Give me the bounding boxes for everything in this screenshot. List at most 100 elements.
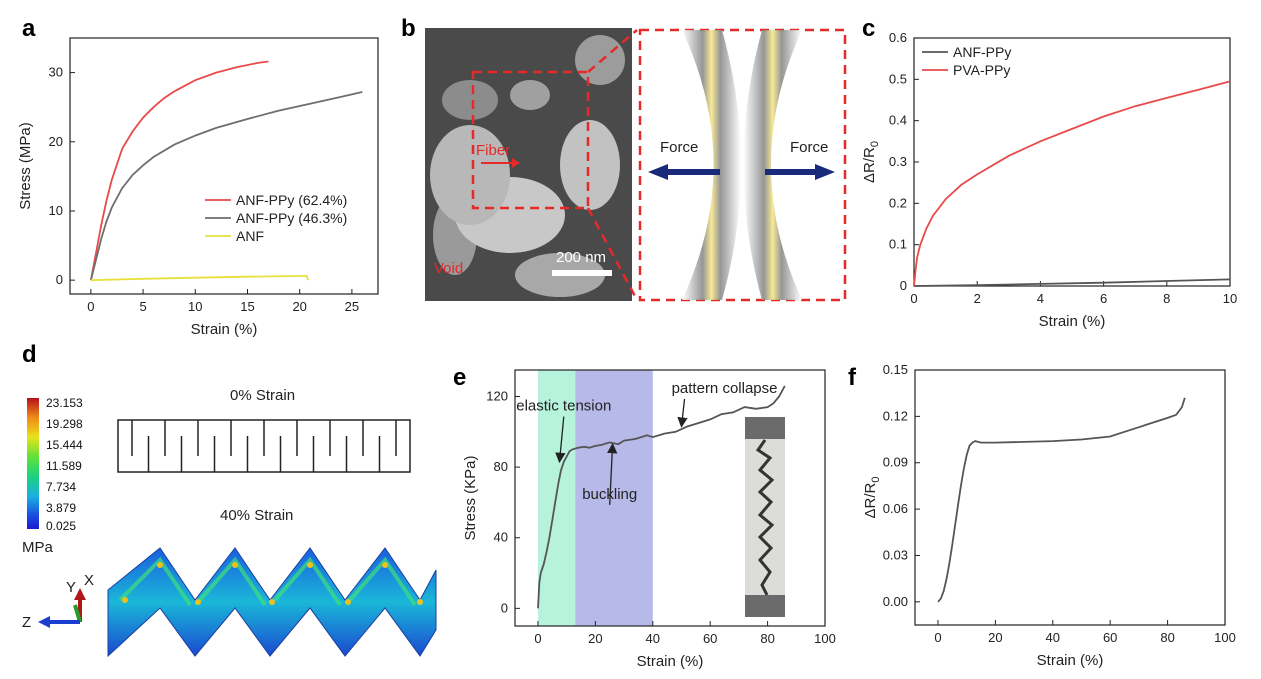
force-right-label: Force [790,139,828,156]
y-tick-label: 20 [49,134,63,149]
chart-c-resistance: 0 2 4 6 8 10 0 0.1 0.2 0.3 0.4 0.5 0.6 Strain (%) ΔR/R… [861,30,1237,330]
y-tick-label: 10 [49,203,63,218]
x-tick-label: 40 [646,631,660,646]
panel-label-d: d [22,341,37,368]
x-tick-label: 4 [1037,291,1044,306]
x-axis-label: Strain (%) [637,653,704,670]
panel-b-sem-image: Fiber Void 200 nm [425,28,639,301]
x-tick-label: 0 [934,630,941,645]
colorbar-label-3: 11.589 [46,459,82,473]
y-tick-label: 0.2 [889,195,907,210]
legend-label-0: ANF-PPy [953,44,1011,60]
colorbar-label-2: 15.444 [46,438,83,452]
x-tick-label: 10 [1223,291,1237,306]
y-tick-label: 30 [49,65,63,80]
x-tick-label: 0 [910,291,917,306]
scale-bar [552,270,612,276]
y-tick-label: 0.3 [889,154,907,169]
annotation-2: pattern collapse [672,380,778,397]
panel-label-f: f [848,364,857,391]
strain-0-title: 0% Strain [230,387,295,404]
colorbar [27,398,39,529]
series-line-1 [90,91,363,281]
panel-label-b: b [401,15,416,42]
legend-label-2: ANF [236,228,264,244]
panel-label-a: a [22,15,36,42]
y-tick-label: 0.5 [889,71,907,86]
panel-label-e: e [453,364,466,391]
y-axis-label: Stress (MPa) [17,122,34,210]
colorbar-label-6: 0.025 [46,519,76,533]
y-tick-label: 0.12 [883,408,908,423]
annotation-arrow-2 [677,398,688,428]
colorbar-label-0: 23.153 [46,396,83,410]
x-tick-label: 40 [1046,630,1060,645]
x-tick-label: 25 [345,299,359,314]
panel-label-c: c [862,15,875,42]
panel-d-fem: 23.153 19.298 15.444 11.589 7.734 3.879 … [22,387,437,658]
series-line-0 [937,397,1186,603]
chart-e-stress-strain: 0 20 40 60 80 100 0 40 80 120 Strain (%) Stress (KP… [462,369,836,670]
y-tick-label: 0.6 [889,30,907,45]
series-line-1 [913,80,1231,287]
y-tick-label: 0.1 [889,237,907,252]
x-tick-label: 60 [703,631,717,646]
strain-40-title: 40% Strain [220,507,293,524]
axis-x-label: X [84,572,94,589]
x-tick-label: 2 [974,291,981,306]
legend-label-1: PVA-PPy [953,62,1010,78]
force-left-label: Force [660,139,698,156]
y-axis-label: ΔR/R0 [862,477,882,519]
x-tick-label: 5 [139,299,146,314]
panel-b-schematic: Force Force [638,28,847,302]
legend-label-1: ANF-PPy (46.3%) [236,210,347,226]
colorbar-label-5: 3.879 [46,501,76,515]
fiber-label: Fiber [476,142,510,159]
axis-z-label: Z [22,614,31,631]
panel-e-inset-photo [745,417,785,617]
y-axis-label: Stress (KPa) [462,455,479,540]
annotation-0: elastic tension [516,398,611,415]
x-tick-label: 15 [240,299,254,314]
x-tick-label: 60 [1103,630,1117,645]
y-tick-label: 0.09 [883,455,908,470]
series-line-0 [90,60,269,281]
scale-bar-label: 200 nm [556,249,606,266]
plot-frame [914,369,1226,626]
x-tick-label: 0 [534,631,541,646]
x-tick-label: 20 [988,630,1002,645]
plot-frame [69,37,379,295]
deformed-pattern [107,547,437,658]
x-tick-label: 100 [814,631,836,646]
annotation-arrow-1 [606,442,618,505]
series-line-0 [537,385,786,609]
legend-label-0: ANF-PPy (62.4%) [236,192,347,208]
y-tick-label: 0.03 [883,547,908,562]
x-tick-label: 20 [292,299,306,314]
y-tick-label: 0.06 [883,501,908,516]
force-left-arrow [648,164,668,180]
y-axis-label: ΔR/R0 [861,141,881,183]
x-tick-label: 0 [87,299,94,314]
colorbar-label-4: 7.734 [46,480,76,494]
x-tick-label: 100 [1214,630,1236,645]
chart-f-resistance: 0 20 40 60 80 100 0.00 0.03 0.06 0.09 0.12 0.15 Stra… [862,362,1236,669]
x-axis-label: Strain (%) [1039,313,1106,330]
y-tick-label: 0 [501,600,508,615]
y-tick-label: 0.4 [889,113,907,128]
x-axis-label: Strain (%) [191,321,258,338]
x-tick-label: 8 [1163,291,1170,306]
band-1 [575,370,653,626]
y-tick-label: 0.15 [883,362,908,377]
plot-frame [514,369,826,627]
series-line-0 [913,278,1231,287]
axis-triad: Y X Z [22,572,94,631]
x-tick-label: 20 [588,631,602,646]
x-tick-label: 6 [1100,291,1107,306]
series-line-2 [90,275,309,282]
force-right-arrow [815,164,835,180]
y-tick-label: 0 [900,278,907,293]
x-tick-label: 80 [760,631,774,646]
x-tick-label: 10 [188,299,202,314]
colorbar-label-1: 19.298 [46,417,83,431]
